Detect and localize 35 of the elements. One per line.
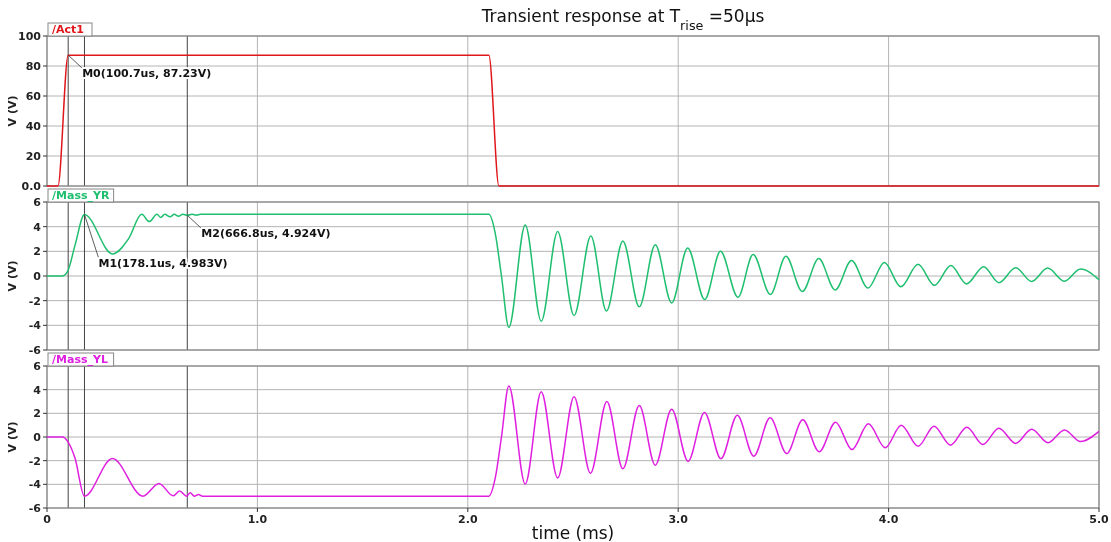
y-tick-label: 6 xyxy=(33,359,42,373)
y-tick-label: 6 xyxy=(33,195,42,209)
series-label: /Mass_YR xyxy=(52,189,110,202)
x-tick-label: 5.0 xyxy=(1089,513,1110,526)
y-tick-label: 80 xyxy=(25,59,42,73)
x-tick-label: 0 xyxy=(43,513,52,526)
y-tick-label: 4 xyxy=(33,383,42,397)
chart-title: Transient response at T$_{rise}$ =50μs xyxy=(480,6,765,33)
x-tick-label: 3.0 xyxy=(668,513,689,526)
y-tick-label: -6 xyxy=(28,501,42,515)
x-tick-label: 2.0 xyxy=(458,513,478,526)
y-tick-label: -6 xyxy=(28,343,42,357)
y-tick-label: -2 xyxy=(28,454,41,468)
y-tick-label: 2 xyxy=(33,245,41,259)
y-tick-label: 100 xyxy=(18,29,42,43)
y-axis-title: V (V) xyxy=(6,421,19,453)
y-tick-label: 4 xyxy=(33,220,42,234)
y-tick-label: 40 xyxy=(25,119,42,133)
x-tick-label: 4.0 xyxy=(878,513,899,526)
text: /Mass_YL xyxy=(52,353,108,366)
y-tick-label: -4 xyxy=(28,478,42,492)
series-label: /Act1 xyxy=(52,23,84,36)
y-axis-title: V (V) xyxy=(6,260,19,292)
y-tick-label: 20 xyxy=(25,149,42,163)
x-tick-label: 1.0 xyxy=(247,513,268,526)
y-tick-label: 60 xyxy=(25,89,42,103)
y-tick-label: 0 xyxy=(33,269,42,283)
y-tick-label: -2 xyxy=(28,294,41,308)
y-tick-label: 0 xyxy=(33,430,42,444)
y-tick-label: -4 xyxy=(28,319,42,333)
annotation: M2(666.8us, 4.924V) xyxy=(201,227,331,241)
y-tick-label: 2 xyxy=(33,407,41,421)
y-axis-title: V (V) xyxy=(6,95,19,127)
x-axis-title: time (ms) xyxy=(531,523,615,542)
y-tick-label: 0.0 xyxy=(21,179,42,193)
